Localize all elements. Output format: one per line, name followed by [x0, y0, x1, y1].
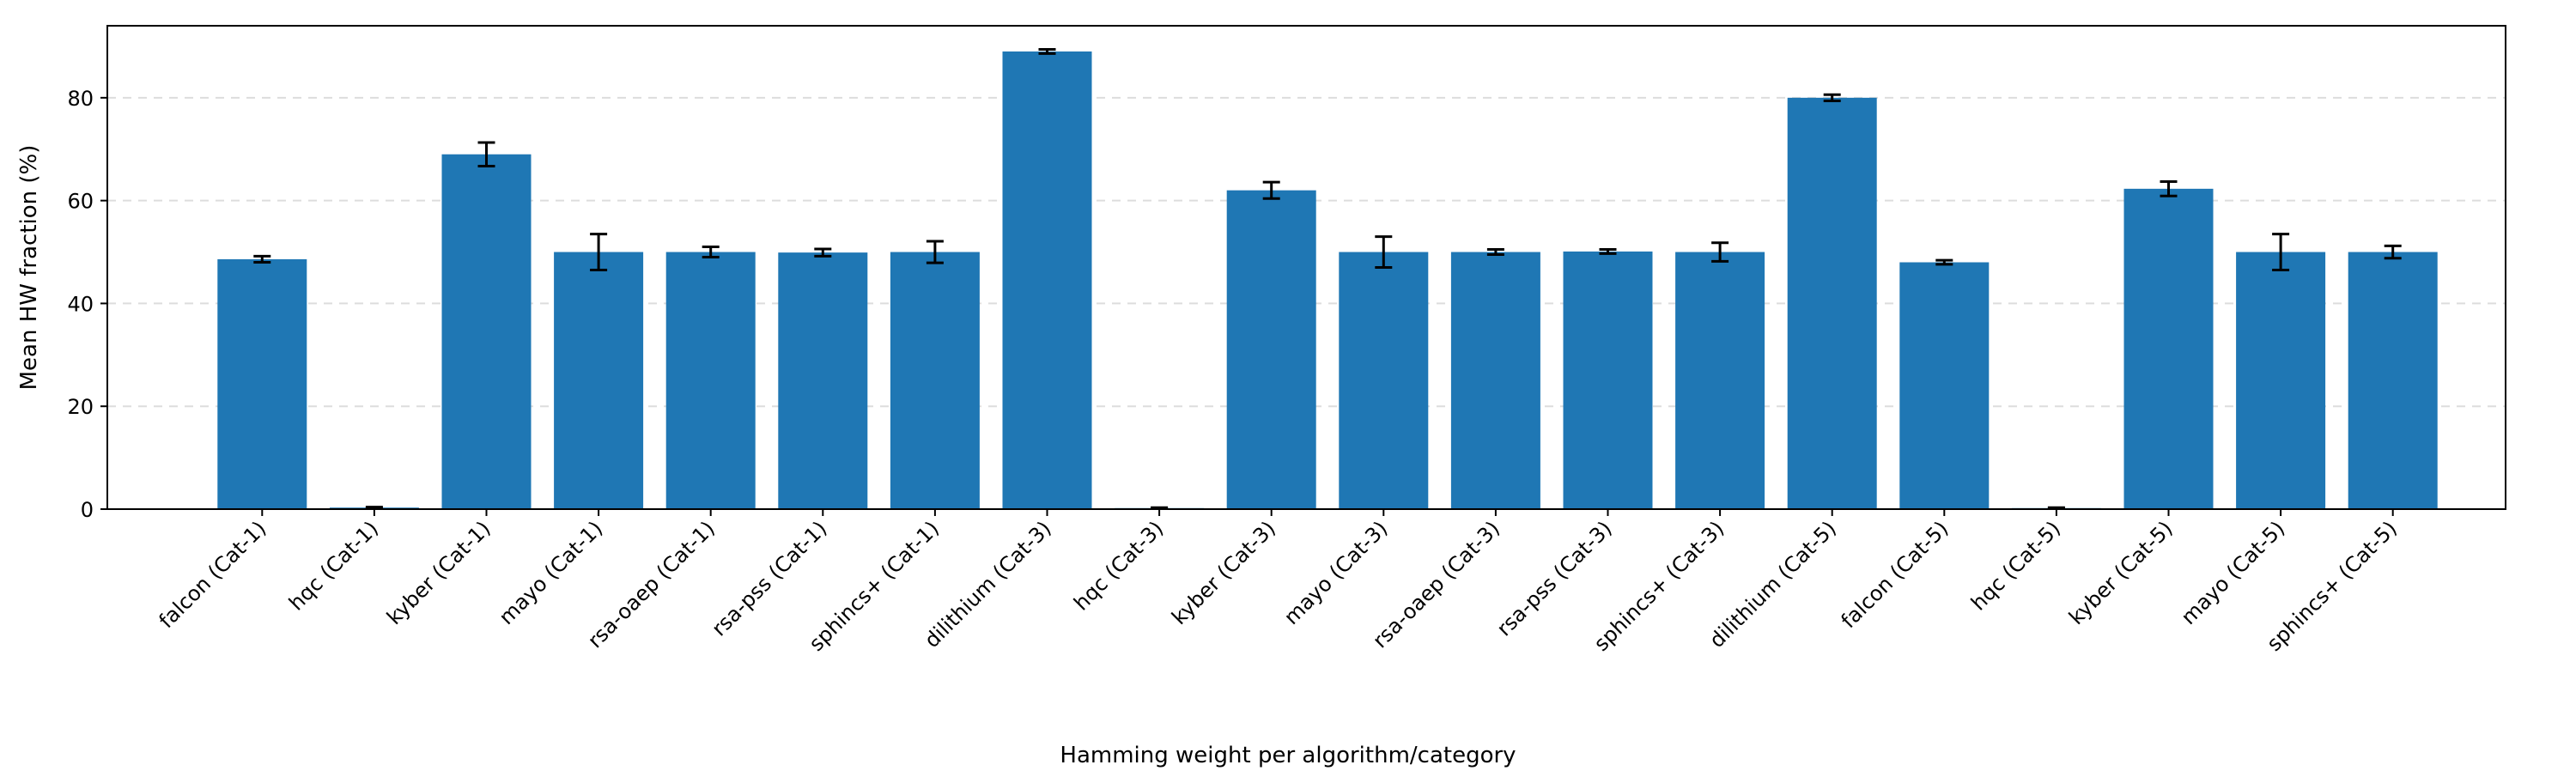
bar — [1002, 51, 1092, 510]
x-tick-layer: falcon (Cat-1) hqc (Cat-1)kyber (Cat-1)ma… — [155, 509, 2402, 656]
x-tick-label: hqc (Cat-1) — [284, 516, 383, 615]
plot-frame — [106, 25, 2506, 510]
x-axis-title: Hamming weight per algorithm/category — [1060, 743, 1516, 768]
bar — [554, 252, 644, 509]
x-tick-label: kyber (Cat-1) — [382, 516, 495, 629]
x-tick-label: kyber (Cat-5) — [2064, 516, 2178, 629]
x-tick-label: falcon (Cat-1) — [155, 516, 271, 633]
y-tick-label: 0 — [81, 498, 94, 522]
x-tick-label: kyber (Cat-3) — [1167, 516, 1280, 629]
bar — [1787, 97, 1877, 509]
x-tick-label: hqc (Cat-3) — [1069, 516, 1168, 615]
bar — [890, 252, 980, 509]
x-tick-label: mayo (Cat-3) — [1279, 516, 1393, 629]
bar — [217, 258, 307, 509]
x-tick-label: rsa-pss (Cat-1) — [707, 516, 831, 640]
x-tick-label: falcon (Cat-5) — [1837, 516, 1953, 633]
y-tick-label: 80 — [67, 87, 94, 111]
bar — [1675, 252, 1765, 509]
x-tick-label: mayo (Cat-5) — [2177, 516, 2290, 629]
bar — [665, 252, 756, 509]
y-tick-label: 20 — [67, 395, 94, 419]
x-tick-label: hqc (Cat-5) — [1966, 516, 2065, 615]
y-tick-label: 40 — [67, 292, 94, 316]
bar — [2236, 252, 2326, 509]
grid-layer — [107, 96, 2506, 408]
bar — [1563, 251, 1653, 509]
bar — [441, 154, 532, 509]
bar — [1226, 190, 1316, 509]
x-tick-label: rsa-pss (Cat-3) — [1492, 516, 1617, 640]
bar — [2348, 252, 2438, 509]
y-tick-label: 60 — [67, 190, 94, 214]
bar — [1450, 252, 1540, 509]
bar — [1339, 252, 1429, 509]
bar — [778, 252, 868, 509]
x-tick-label: mayo (Cat-1) — [495, 516, 608, 629]
error-bar-layer — [253, 48, 2402, 510]
bar — [1899, 262, 1990, 509]
bar-layer — [217, 51, 2438, 510]
y-axis-title: Mean HW fraction (%) — [16, 145, 42, 391]
y-tick-layer: 0 20 40 60 80 — [67, 87, 107, 522]
bar — [2123, 188, 2214, 509]
